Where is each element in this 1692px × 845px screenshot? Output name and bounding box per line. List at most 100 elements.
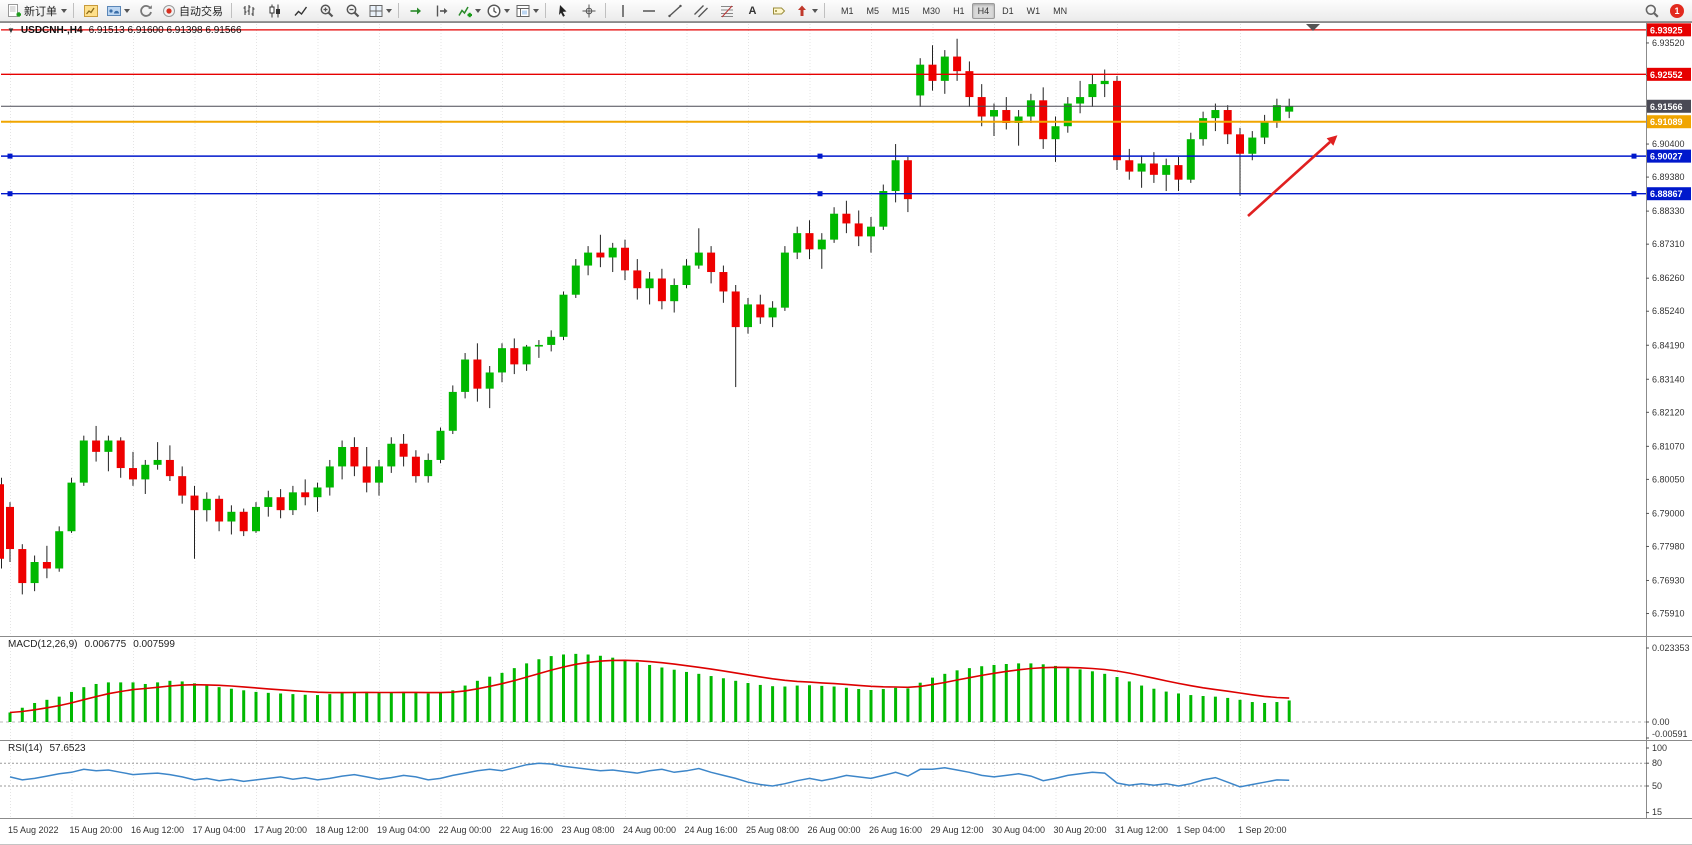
candle <box>780 252 789 308</box>
candle <box>215 498 224 522</box>
toolbar-separator <box>398 3 399 18</box>
timeframe-button-h1[interactable]: H1 <box>953 5 965 16</box>
svg-text:24 Aug 16:00: 24 Aug 16:00 <box>685 825 738 835</box>
support-line-blue-1-handle[interactable] <box>7 153 13 159</box>
window-menu-icon[interactable]: ▼ <box>7 26 15 35</box>
arrows-tool-button[interactable] <box>792 0 820 21</box>
chevron-down-icon <box>475 8 481 13</box>
timeframe-button-m30[interactable]: M30 <box>922 5 941 16</box>
candle <box>990 110 998 117</box>
svg-text:6.91089: 6.91089 <box>1650 117 1683 127</box>
timeframe-button-h4[interactable]: H4 <box>971 2 996 19</box>
support-line-blue-2-handle[interactable] <box>1631 191 1637 197</box>
candle <box>965 71 974 98</box>
charts-button[interactable] <box>78 0 103 21</box>
refresh-button[interactable] <box>133 0 158 21</box>
support-line-blue-2-handle[interactable] <box>817 191 823 197</box>
annotation-arrow[interactable] <box>1247 141 1331 217</box>
fibonacci-icon <box>719 3 735 19</box>
price-axis[interactable]: 6.935206.925106.904006.893806.883306.873… <box>1646 23 1691 619</box>
bar-chart-icon <box>241 3 257 19</box>
new-order-icon <box>6 3 22 19</box>
candle <box>645 278 654 289</box>
candle <box>1272 105 1281 122</box>
candlestick-mode-button[interactable] <box>262 0 287 21</box>
support-line-blue-1-handle[interactable] <box>817 153 823 159</box>
bar-chart-mode-button[interactable] <box>236 0 261 21</box>
candle <box>1014 116 1023 123</box>
candle <box>559 294 568 337</box>
svg-text:23 Aug 08:00: 23 Aug 08:00 <box>562 825 615 835</box>
timeframe-button-w1[interactable]: W1 <box>1026 5 1041 16</box>
candle <box>485 372 494 389</box>
horizontal-line-tool-button[interactable] <box>636 0 661 21</box>
channel-tool-button[interactable] <box>688 0 713 21</box>
fibonacci-tool-button[interactable] <box>714 0 739 21</box>
svg-text:25 Aug 08:00: 25 Aug 08:00 <box>746 825 799 835</box>
candle <box>67 482 76 532</box>
zoom-in-button[interactable] <box>314 0 339 21</box>
candle <box>55 531 64 569</box>
autotrading-button[interactable]: 自动交易 <box>159 0 227 21</box>
svg-text:31 Aug 12:00: 31 Aug 12:00 <box>1115 825 1168 835</box>
trendline-tool-button[interactable] <box>662 0 687 21</box>
svg-text:6.84190: 6.84190 <box>1652 340 1685 350</box>
support-line-blue-1-handle[interactable] <box>1631 153 1637 159</box>
periods-button[interactable] <box>484 0 512 21</box>
timeframe-button-m15[interactable]: M15 <box>892 5 910 16</box>
candle <box>621 247 629 271</box>
crosshair-tool-button[interactable] <box>576 0 601 21</box>
zoom-out-button[interactable] <box>340 0 365 21</box>
cursor-tool-button[interactable] <box>550 0 575 21</box>
support-line-blue-2-handle[interactable] <box>7 191 13 197</box>
indicator-scales: 0.023353 0.00 -0.00591 100 80 50 15 <box>1646 643 1690 817</box>
timeframe-button-mn[interactable]: MN <box>1053 5 1068 16</box>
candle <box>30 562 39 584</box>
charts-icon <box>83 3 99 19</box>
chart-shift-button[interactable] <box>429 0 454 21</box>
profiles-button[interactable] <box>104 0 132 21</box>
indicators-button[interactable] <box>455 0 483 21</box>
zoom-in-icon <box>319 3 335 19</box>
time-axis[interactable]: 15 Aug 2022 15 Aug 20:00 16 Aug 12:00 17 Au… <box>8 825 1287 835</box>
timeframe-button-d1[interactable]: D1 <box>1002 5 1014 16</box>
indicators-icon <box>457 3 473 19</box>
tile-windows-button[interactable] <box>366 0 394 21</box>
rsi-line <box>9 762 1290 788</box>
notifications-badge[interactable]: 1 <box>1670 3 1684 18</box>
templates-button[interactable] <box>513 0 541 21</box>
text-tool-button[interactable]: A <box>740 0 765 21</box>
candle <box>0 484 4 559</box>
auto-scroll-button[interactable] <box>403 0 428 21</box>
svg-text:-0.00591: -0.00591 <box>1652 729 1688 739</box>
candle <box>817 239 826 250</box>
chart-shift-marker[interactable] <box>1306 24 1320 31</box>
candle <box>1039 100 1048 140</box>
candle <box>731 291 740 328</box>
candle <box>1002 110 1011 123</box>
candle <box>350 446 359 467</box>
vertical-line-tool-button[interactable] <box>610 0 635 21</box>
candle <box>793 233 802 253</box>
new-order-button[interactable]: 新订单 <box>4 0 69 21</box>
svg-text:6.76930: 6.76930 <box>1652 575 1685 585</box>
candle <box>928 64 937 81</box>
line-chart-mode-button[interactable] <box>288 0 313 21</box>
svg-text:22 Aug 00:00: 22 Aug 00:00 <box>439 825 492 835</box>
candle <box>953 56 962 72</box>
candle <box>805 233 814 250</box>
svg-text:100: 100 <box>1652 743 1667 753</box>
svg-text:6.89380: 6.89380 <box>1652 172 1685 182</box>
templates-icon <box>515 3 531 19</box>
svg-text:80: 80 <box>1652 758 1662 768</box>
timeframe-button-m5[interactable]: M5 <box>866 5 880 16</box>
chart-title-bar: ▼ USDCNH-,H4 6.91513 6.91600 6.91398 6.9… <box>7 25 242 36</box>
chart-symbol-title: USDCNH-,H4 <box>20 25 83 36</box>
svg-text:26 Aug 16:00: 26 Aug 16:00 <box>869 825 922 835</box>
label-tool-button[interactable] <box>766 0 791 21</box>
search-button[interactable] <box>1639 0 1664 21</box>
timeframe-button-m1[interactable]: M1 <box>841 5 854 16</box>
annotation-arrow-head[interactable] <box>1326 135 1338 146</box>
svg-text:6.86260: 6.86260 <box>1652 273 1685 283</box>
